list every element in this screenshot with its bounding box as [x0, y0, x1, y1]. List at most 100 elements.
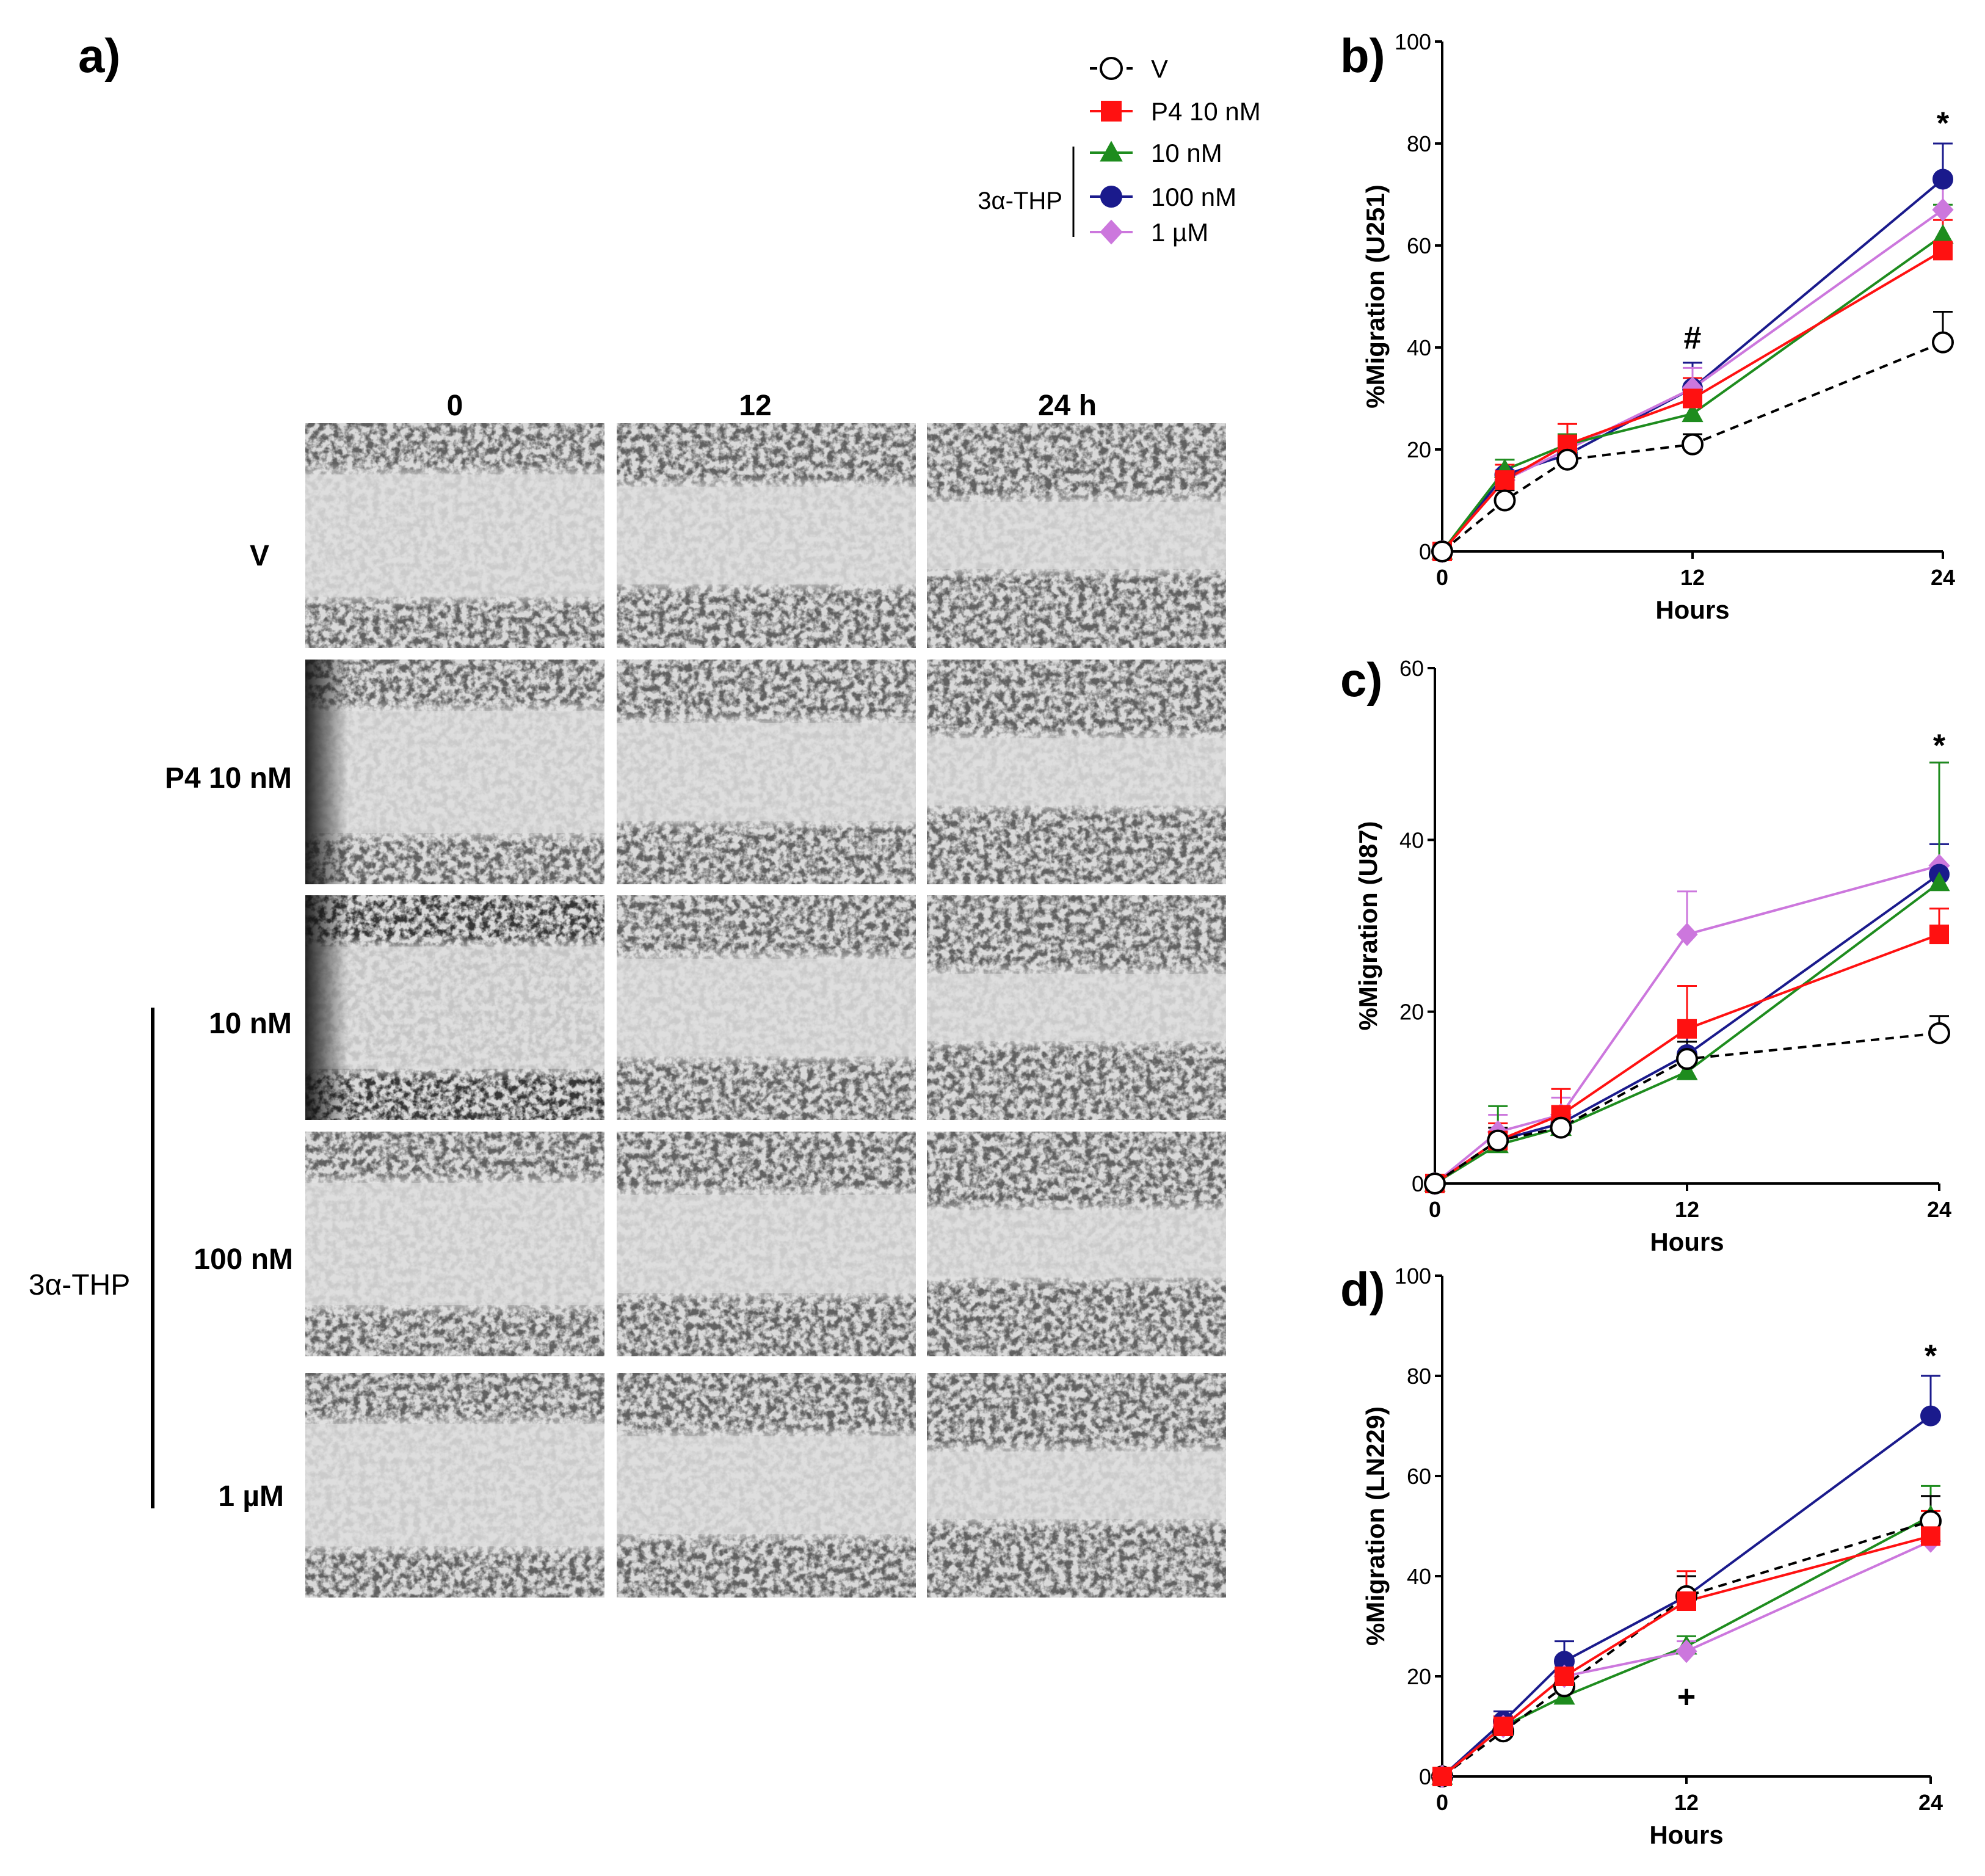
data-point — [1431, 540, 1453, 562]
panel-label: b) — [1340, 29, 1385, 82]
data-point — [1493, 489, 1516, 512]
x-tick-label: 24 — [1918, 1790, 1943, 1815]
micrograph-1um-24h — [927, 1373, 1226, 1598]
x-tick-label: 12 — [1674, 1790, 1699, 1815]
data-point — [1920, 1405, 1941, 1427]
y-tick-label: 60 — [1407, 233, 1431, 258]
series-10-nm — [1441, 1485, 1940, 1778]
panel-a-label: a) — [78, 29, 120, 82]
legend-item-2: 10 nM — [1090, 139, 1222, 167]
series-100-nm — [1434, 843, 1949, 1185]
micrograph-column-headers: 0 12 24 h — [447, 390, 1097, 422]
y-tick-label: 20 — [1407, 1664, 1431, 1689]
data-point — [1493, 1717, 1513, 1736]
y-axis-label: %Migration (U251) — [1361, 184, 1390, 408]
data-point — [1683, 388, 1702, 409]
data-point — [1487, 1129, 1509, 1152]
micrograph-10nm-0h — [305, 895, 604, 1120]
column-header-24h: 24 h — [1038, 390, 1097, 422]
micrograph-p4-10nm-24h — [927, 660, 1226, 884]
column-header-12: 12 — [739, 390, 771, 422]
y-axis-label: %Migration (LN229) — [1361, 1406, 1390, 1646]
data-point — [1929, 925, 1949, 945]
legend-group-label: 3α-THP — [978, 187, 1062, 214]
micrograph-p4-10nm-0h — [305, 660, 604, 884]
row-label-100nm: 100 nM — [194, 1243, 293, 1276]
micrograph-v-0h — [305, 423, 604, 648]
micrograph-10nm-12h — [617, 895, 916, 1120]
data-point — [1675, 1639, 1697, 1663]
panel-label: d) — [1340, 1262, 1385, 1316]
x-tick-label: 0 — [1436, 1790, 1448, 1815]
legend-marker — [1100, 57, 1123, 80]
data-point — [1932, 331, 1954, 354]
row-label-p4: P4 10 nM — [165, 762, 292, 794]
markers-p4-10-nm — [1432, 1526, 1940, 1786]
y-tick-label: 40 — [1407, 1564, 1431, 1589]
y-tick-label: 40 — [1399, 827, 1424, 853]
data-point — [1555, 1667, 1574, 1686]
micrograph-v-24h — [927, 423, 1226, 648]
legend-item-4: 1 µM — [1090, 218, 1208, 247]
y-axis-label: %Migration (U87) — [1354, 821, 1382, 1030]
legend-marker — [1101, 101, 1122, 122]
x-tick-label: 12 — [1675, 1197, 1699, 1222]
data-point — [1677, 1591, 1696, 1611]
data-point — [1928, 871, 1950, 892]
data-point — [1495, 470, 1515, 490]
data-point — [1932, 224, 1954, 244]
data-point — [1556, 448, 1578, 471]
data-point — [1676, 922, 1698, 947]
group-bracket-label: 3α-THP — [29, 1269, 130, 1301]
panel-label: c) — [1340, 653, 1382, 707]
markers-1-µm — [1431, 1529, 1942, 1789]
column-header-0: 0 — [447, 390, 463, 422]
micrograph-1um-0h — [305, 1373, 604, 1598]
significance-mark: * — [1933, 729, 1946, 764]
x-tick-label: 24 — [1927, 1197, 1951, 1222]
data-point — [1928, 1022, 1950, 1044]
series-10-nm — [1434, 762, 1949, 1185]
data-point — [1676, 1060, 1698, 1080]
legend-label: 10 nM — [1151, 139, 1222, 167]
y-tick-label: 60 — [1399, 656, 1424, 681]
micrograph-10nm-24h — [927, 895, 1226, 1120]
data-point — [1932, 169, 1953, 190]
legend-marker — [1100, 186, 1122, 208]
data-point — [1432, 1767, 1452, 1786]
y-tick-label: 100 — [1395, 29, 1431, 54]
chart-c-u87: c) 0 20 40 60 0 12 24 Hours %Migration (U87) * — [1340, 653, 1951, 1256]
data-point — [1682, 376, 1704, 400]
row-label-v: V — [250, 540, 269, 572]
x-axis-label: Hours — [1649, 1820, 1723, 1849]
micrograph-p4-10nm-12h — [617, 660, 916, 884]
data-point — [1550, 1116, 1572, 1139]
series-v — [1434, 1015, 1949, 1185]
micrograph-100nm-0h — [305, 1132, 604, 1356]
data-point — [1933, 241, 1953, 261]
y-tick-label: 20 — [1407, 437, 1431, 462]
legend-label: P4 10 nM — [1151, 97, 1261, 126]
significance-mark: + — [1677, 1679, 1696, 1715]
y-tick-label: 60 — [1407, 1464, 1431, 1489]
row-label-1um: 1 µM — [218, 1480, 284, 1513]
legend-label: 1 µM — [1151, 218, 1208, 247]
y-tick-label: 20 — [1399, 1000, 1424, 1025]
data-point — [1921, 1526, 1940, 1546]
x-tick-label: 12 — [1680, 565, 1705, 590]
legend-label: 100 nM — [1151, 183, 1236, 211]
y-tick-label: 0 — [1419, 1764, 1431, 1789]
micrograph-v-12h — [617, 423, 916, 648]
significance-mark: * — [1937, 106, 1950, 142]
y-tick-label: 0 — [1412, 1171, 1424, 1196]
data-point — [1676, 1048, 1698, 1071]
markers-v — [1431, 331, 1954, 562]
micrograph-100nm-24h — [927, 1132, 1226, 1356]
row-label-10nm: 10 nM — [209, 1008, 292, 1040]
chart-b-u251: b) 0 20 40 60 80 100 0 12 24 Hours %Migration (U251… — [1340, 29, 1955, 624]
legend: 3α-THP V P4 10 nM 10 nM 100 nM 1 µM — [978, 54, 1260, 247]
x-tick-label: 24 — [1931, 565, 1955, 590]
x-axis-label: Hours — [1650, 1227, 1724, 1256]
micrograph-1um-12h — [617, 1373, 916, 1598]
